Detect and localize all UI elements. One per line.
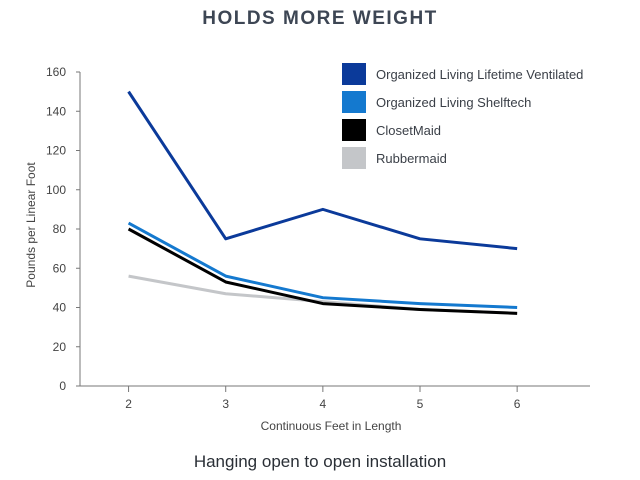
legend-label: Organized Living Lifetime Ventilated: [376, 67, 583, 82]
y-tick-label: 80: [53, 222, 67, 236]
x-tick-label: 4: [320, 397, 327, 411]
x-axis-label: Continuous Feet in Length: [261, 419, 402, 433]
y-tick-label: 20: [53, 340, 67, 354]
x-tick-label: 3: [222, 397, 229, 411]
legend-label: Organized Living Shelftech: [376, 95, 531, 110]
series-line: [128, 274, 518, 315]
legend-swatch: [342, 91, 366, 113]
series-line: [127, 90, 518, 251]
y-tick-label: 140: [46, 104, 66, 118]
legend-swatch: [342, 63, 366, 85]
series-line: [127, 221, 518, 309]
series-line: [127, 227, 518, 315]
y-axis-label: Pounds per Linear Foot: [24, 162, 38, 288]
y-tick-label: 100: [46, 183, 66, 197]
y-tick-label: 160: [46, 65, 66, 79]
y-tick-label: 40: [53, 301, 67, 315]
y-tick-label: 60: [53, 261, 67, 275]
legend-label: Rubbermaid: [376, 151, 447, 166]
chart-caption: Hanging open to open installation: [193, 452, 447, 471]
x-tick-label: 5: [417, 397, 424, 411]
y-tick-label: 0: [59, 379, 66, 393]
legend-label: ClosetMaid: [376, 123, 441, 138]
legend-swatch: [342, 147, 366, 169]
legend-swatch: [342, 119, 366, 141]
chart-title: HOLDS MORE WEIGHT: [202, 8, 438, 29]
x-tick-label: 6: [514, 397, 521, 411]
x-tick-label: 2: [125, 397, 132, 411]
y-tick-label: 120: [46, 144, 66, 158]
